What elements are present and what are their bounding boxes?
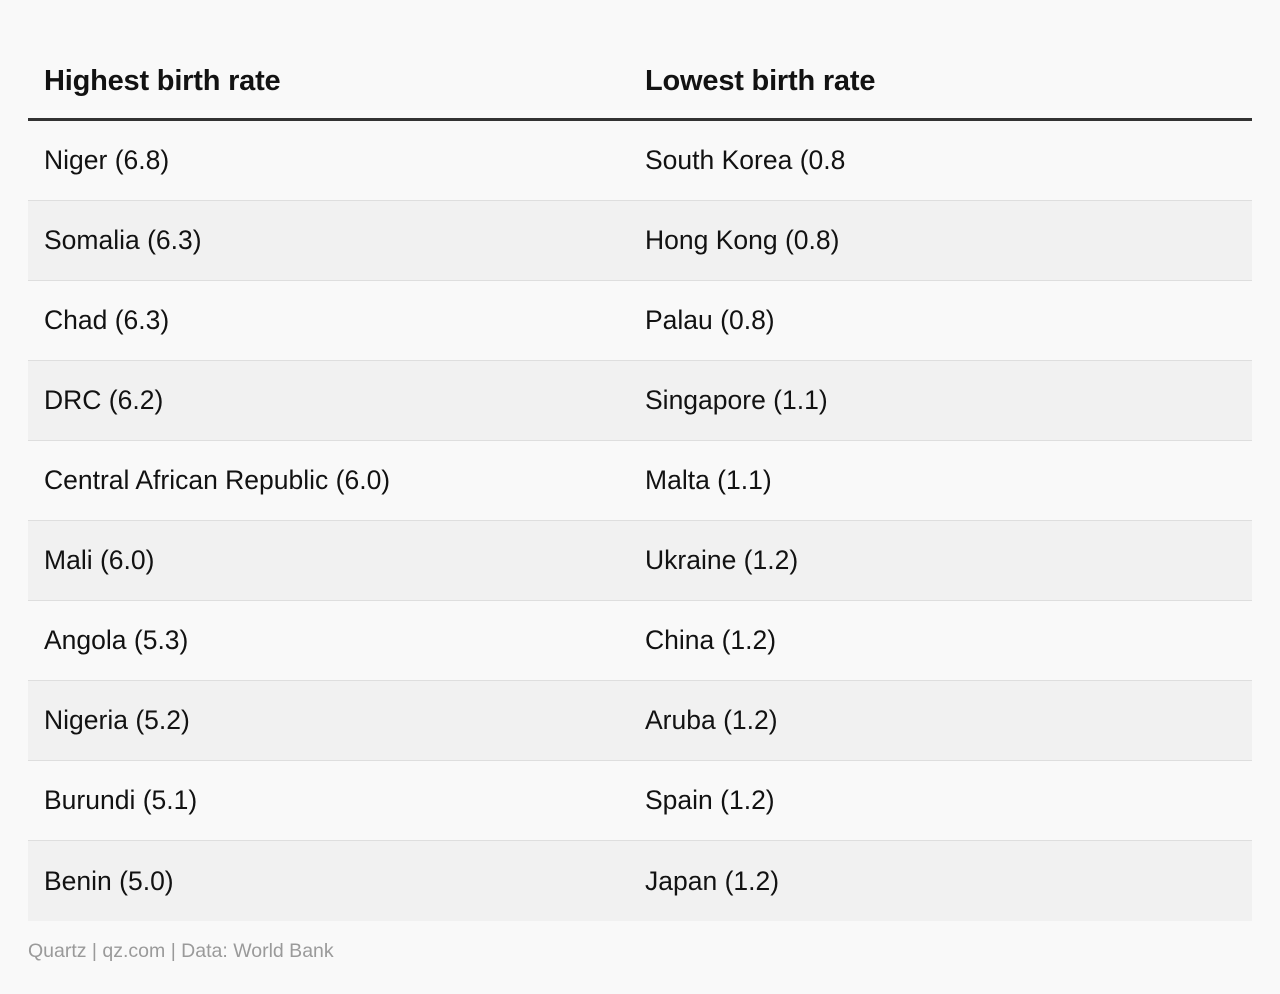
table-cell-lowest: China (1.2) bbox=[645, 625, 777, 655]
table-cell-lowest: Palau (0.8) bbox=[645, 305, 775, 335]
table-header-row: Highest birth rate Lowest birth rate bbox=[28, 44, 1252, 121]
table-cell-lowest: Malta (1.1) bbox=[645, 465, 772, 495]
table-cell-lowest: Japan (1.2) bbox=[645, 865, 780, 896]
birth-rate-table: Highest birth rate Lowest birth rate Nig… bbox=[28, 44, 1252, 921]
table-row: DRC (6.2) Singapore (1.1) bbox=[28, 361, 1252, 441]
table-cell-highest: Angola (5.3) bbox=[44, 625, 189, 655]
table-row: Benin (5.0) Japan (1.2) bbox=[28, 841, 1252, 921]
table-cell-lowest: Singapore (1.1) bbox=[645, 385, 828, 415]
table-row: Mali (6.0) Ukraine (1.2) bbox=[28, 521, 1252, 601]
table-cell-highest: Benin (5.0) bbox=[44, 865, 174, 896]
column-header-highest: Highest birth rate bbox=[44, 64, 281, 97]
table-row: Angola (5.3) China (1.2) bbox=[28, 601, 1252, 681]
table-cell-lowest: Aruba (1.2) bbox=[645, 705, 778, 735]
table-row: Burundi (5.1) Spain (1.2) bbox=[28, 761, 1252, 841]
table-cell-highest: Mali (6.0) bbox=[44, 545, 155, 575]
table-row: Niger (6.8) South Korea (0.8 bbox=[28, 121, 1252, 201]
table-cell-highest: Central African Republic (6.0) bbox=[44, 465, 391, 495]
table-row: Chad (6.3) Palau (0.8) bbox=[28, 281, 1252, 361]
table-cell-highest: DRC (6.2) bbox=[44, 385, 164, 415]
table-cell-highest: Somalia (6.3) bbox=[44, 225, 202, 255]
table-cell-highest: Chad (6.3) bbox=[44, 305, 170, 335]
table-cell-lowest: Ukraine (1.2) bbox=[645, 545, 799, 575]
table-row: Nigeria (5.2) Aruba (1.2) bbox=[28, 681, 1252, 761]
column-header-lowest: Lowest birth rate bbox=[645, 64, 876, 97]
table-cell-lowest: Hong Kong (0.8) bbox=[645, 225, 840, 255]
table-row: Central African Republic (6.0) Malta (1.… bbox=[28, 441, 1252, 521]
table-cell-highest: Niger (6.8) bbox=[44, 145, 170, 175]
table-cell-highest: Burundi (5.1) bbox=[44, 785, 198, 815]
source-credit: Quartz | qz.com | Data: World Bank bbox=[28, 940, 334, 962]
table-cell-lowest: Spain (1.2) bbox=[645, 785, 775, 815]
table-cell-highest: Nigeria (5.2) bbox=[44, 705, 190, 735]
table-row: Somalia (6.3) Hong Kong (0.8) bbox=[28, 201, 1252, 281]
table-cell-lowest: South Korea (0.8 bbox=[645, 145, 846, 175]
